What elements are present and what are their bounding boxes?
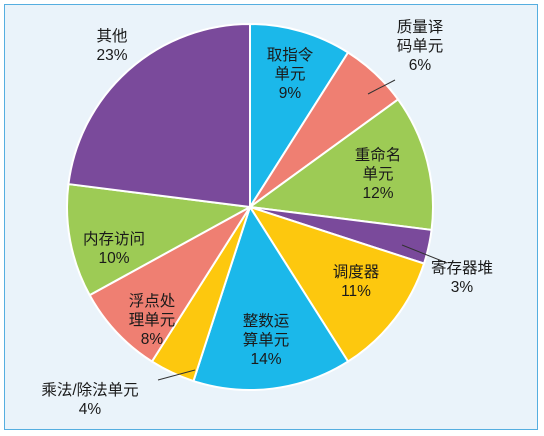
slice-label-3: 寄存器堆 3% (431, 259, 493, 296)
slice-percent-5: 14% (250, 351, 281, 368)
pie-slices (66, 22, 434, 391)
slice-label-4: 调度器 11% (333, 263, 380, 300)
pie-slice-7 (88, 206, 251, 363)
slice-percent-1: 6% (409, 57, 432, 74)
slice-name-4-0: 调度器 (333, 263, 380, 281)
slice-label-0: 取指令单元 9% (267, 46, 314, 102)
slice-name-7-0: 浮点处 (129, 292, 176, 310)
slice-name-0-1: 单元 (274, 65, 305, 83)
slice-label-9: 其他 23% (96, 27, 127, 64)
slice-percent-3: 3% (451, 279, 474, 296)
slice-name-8-0: 内存访问 (83, 230, 145, 248)
slice-labels: 取指令单元 9%质量译码单元 6%重命名单元 12%寄存器堆 3%调度器 11%整数运算单… (41, 18, 493, 418)
slice-percent-8: 10% (98, 250, 129, 267)
slice-percent-7: 8% (141, 331, 164, 348)
pie-slice-5 (192, 204, 350, 391)
slice-label-5: 整数运算单元 14% (243, 312, 290, 368)
slice-percent-6: 4% (79, 401, 102, 418)
pie-slice-8 (66, 182, 254, 297)
slice-label-1: 质量译码单元 6% (397, 18, 444, 74)
slice-name-2-0: 重命名 (355, 146, 402, 164)
slice-name-0-0: 取指令 (267, 46, 314, 64)
slice-name-1-0: 质量译 (397, 18, 444, 36)
leader-line-3 (401, 244, 448, 264)
leader-line-1 (367, 79, 396, 95)
slice-label-2: 重命名单元 12% (355, 146, 402, 202)
slice-name-1-1: 码单元 (397, 37, 444, 55)
slice-name-5-1: 算单元 (243, 330, 290, 349)
pie-slice-2 (247, 98, 434, 232)
pie-slice-4 (247, 205, 426, 363)
leader-line-6 (157, 369, 196, 381)
pie-slice-9 (67, 22, 251, 209)
slice-percent-0: 9% (279, 85, 302, 102)
slice-percent-9: 23% (96, 47, 127, 64)
slice-label-8: 内存访问 10% (83, 230, 145, 267)
slice-name-9-0: 其他 (96, 27, 127, 45)
slice-name-7-1: 理单元 (129, 311, 176, 329)
slice-percent-4: 11% (341, 283, 371, 300)
slice-name-6-0: 乘法/除法单元 (41, 381, 138, 399)
slice-name-2-1: 单元 (362, 165, 393, 183)
slice-name-5-0: 整数运 (243, 312, 290, 330)
leader-lines (157, 79, 448, 381)
slice-name-3-0: 寄存器堆 (431, 259, 493, 277)
slice-label-7: 浮点处理单元 8% (129, 292, 176, 348)
slice-percent-2: 12% (362, 185, 393, 202)
slice-label-6: 乘法/除法单元 4% (41, 381, 138, 418)
pie-slice-0 (249, 22, 350, 211)
